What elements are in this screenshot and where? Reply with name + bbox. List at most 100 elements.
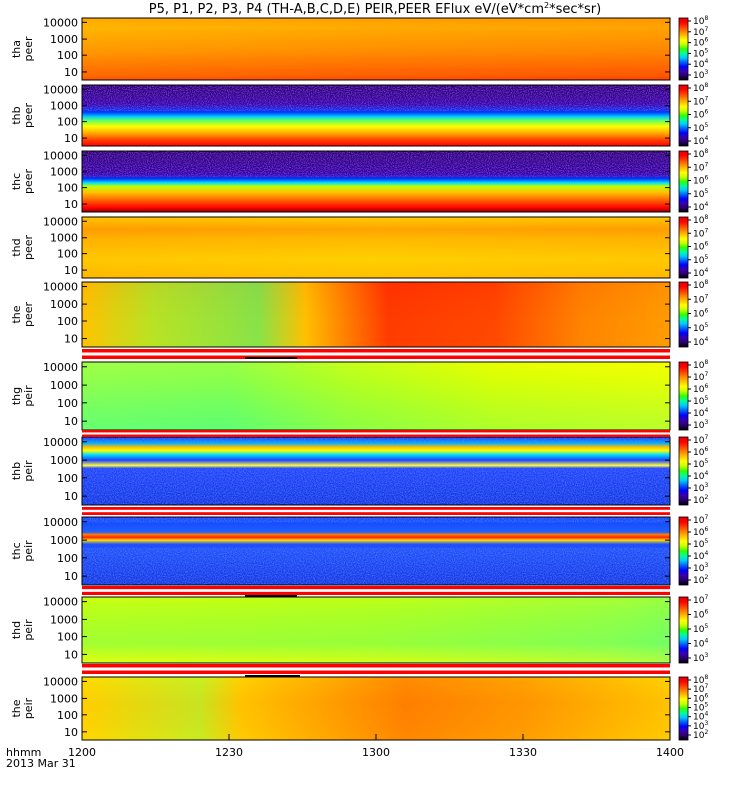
colorbar-label: 105 <box>693 122 708 134</box>
time-axis: hhmm 2013 Mar 31 1200 1230 1300 1330 1400 <box>6 734 684 770</box>
colorbar-label: 103 <box>693 562 708 574</box>
gap-marker <box>245 357 297 359</box>
ytick-label: 10000 <box>43 675 78 688</box>
colorbar-label: 103 <box>693 652 708 664</box>
ylabel-thd: thd <box>10 238 23 256</box>
ytick-label: 10000 <box>43 436 78 449</box>
ytick-label: 10 <box>64 264 78 277</box>
ylabel-peir: peir <box>22 460 35 482</box>
stripe-thd-peir-bottom <box>82 664 670 674</box>
ylabel-the: the <box>10 699 23 717</box>
colorbar-label: 106 <box>693 241 708 253</box>
colorbar-label: 104 <box>693 470 708 482</box>
ytick-label: 100 <box>57 631 78 644</box>
ytick-label: 10000 <box>43 361 78 374</box>
colorbar-thd-peer <box>678 216 689 279</box>
ytick-label: 10 <box>64 66 78 79</box>
colorbar-label: 108 <box>693 359 708 371</box>
panel-frame <box>81 216 671 279</box>
ytick-label: 10 <box>64 490 78 503</box>
colorbar-label: 108 <box>693 214 708 226</box>
colorbar-label: 105 <box>693 395 708 407</box>
ytick-label: 1000 <box>50 379 78 392</box>
colorbar-thg-peir <box>678 361 689 431</box>
ylabel-peer: peer <box>22 235 35 261</box>
colorbar-label: 104 <box>693 135 708 147</box>
ylabel-peir: peir <box>22 697 35 719</box>
ytick-label: 100 <box>57 182 78 195</box>
xtick-label-1200: 1200 <box>68 746 96 759</box>
ytick-label: 10 <box>64 570 78 583</box>
ytick-label: 100 <box>57 709 78 722</box>
colorbar-label: 103 <box>693 482 708 494</box>
heatmap-overlay <box>82 282 670 347</box>
ytick-label: 100 <box>57 315 78 328</box>
colorbar-label: 105 <box>693 702 708 714</box>
stripe-thg-peir-bottom <box>82 430 670 437</box>
colorbar-tha-peer <box>678 17 689 81</box>
colorbar-label: 103 <box>693 69 708 81</box>
figure-title: P5, P1, P2, P3, P4 (TH-A,B,C,D,E) PEIR,P… <box>149 1 601 17</box>
colorbar-label: 102 <box>693 574 708 586</box>
colorbar-label: 105 <box>693 188 708 200</box>
ytick-label: 100 <box>57 397 78 410</box>
xtick-label-1400: 1400 <box>656 746 684 759</box>
xtick-label-1300: 1300 <box>362 746 390 759</box>
ytick-label: 1000 <box>50 692 78 705</box>
ytick-label: 10 <box>64 132 78 145</box>
ytick-label: 1000 <box>50 232 78 245</box>
ytick-label: 10000 <box>43 215 78 228</box>
ytick-label: 1000 <box>50 33 78 46</box>
colorbar-label: 106 <box>693 109 708 121</box>
colorbar-label: 104 <box>693 711 708 723</box>
colorbar-label: 108 <box>693 674 708 686</box>
ytick-label: 10 <box>64 648 78 661</box>
colorbar-label: 104 <box>693 407 708 419</box>
ylabel-thb: thb <box>10 462 23 480</box>
ytick-label: 100 <box>57 49 78 62</box>
xtick-label-1330: 1330 <box>509 746 537 759</box>
colorbar-label: 106 <box>693 37 708 49</box>
ylabel-thd: thd <box>10 621 23 639</box>
ylabel-the: the <box>10 305 23 323</box>
colorbar-label: 108 <box>693 15 708 27</box>
ytick-label: 10 <box>64 198 78 211</box>
colorbar-label: 105 <box>693 458 708 470</box>
ytick-label: 1000 <box>50 454 78 467</box>
ylabel-tha: tha <box>10 40 23 58</box>
ytick-label: 10000 <box>43 516 78 529</box>
colorbar-label: 107 <box>693 293 708 305</box>
colorbar-label: 106 <box>693 526 708 538</box>
colorbar-the-peer <box>678 281 689 348</box>
stripe-white <box>82 589 670 592</box>
heatmap-overlay <box>82 18 670 80</box>
colorbar-label: 107 <box>693 26 708 38</box>
panel-thd-peir: 10000 1000 100 10 thd peir 107 106 105 104 103 <box>10 594 708 664</box>
noise-region <box>82 517 670 523</box>
ytick-label: 10000 <box>43 16 78 29</box>
colorbar-label: 107 <box>693 514 708 526</box>
panel-frame <box>81 84 671 147</box>
colorbar-label: 107 <box>693 434 708 446</box>
colorbar-label: 102 <box>693 494 708 506</box>
colorbar-thb-peir <box>678 436 689 506</box>
xaxis-label-date: 2013 Mar 31 <box>6 757 76 770</box>
colorbar-thb-peer <box>678 84 689 147</box>
colorbar-label: 106 <box>693 383 708 395</box>
stripe-thc-peir-bottom <box>82 586 670 595</box>
colorbar-label: 105 <box>693 254 708 266</box>
ytick-label: 100 <box>57 248 78 261</box>
stripe-thb-peir-bottom <box>82 507 670 515</box>
colorbar-thc-peer <box>678 150 689 213</box>
colorbar-label: 108 <box>693 82 708 94</box>
noise-region <box>82 467 670 505</box>
panel-frame <box>81 17 671 81</box>
ytick-label: 10000 <box>43 596 78 609</box>
ylabel-thc: thc <box>10 173 23 190</box>
colorbar-label: 107 <box>693 594 708 606</box>
ylabel-thg: thg <box>10 387 23 405</box>
